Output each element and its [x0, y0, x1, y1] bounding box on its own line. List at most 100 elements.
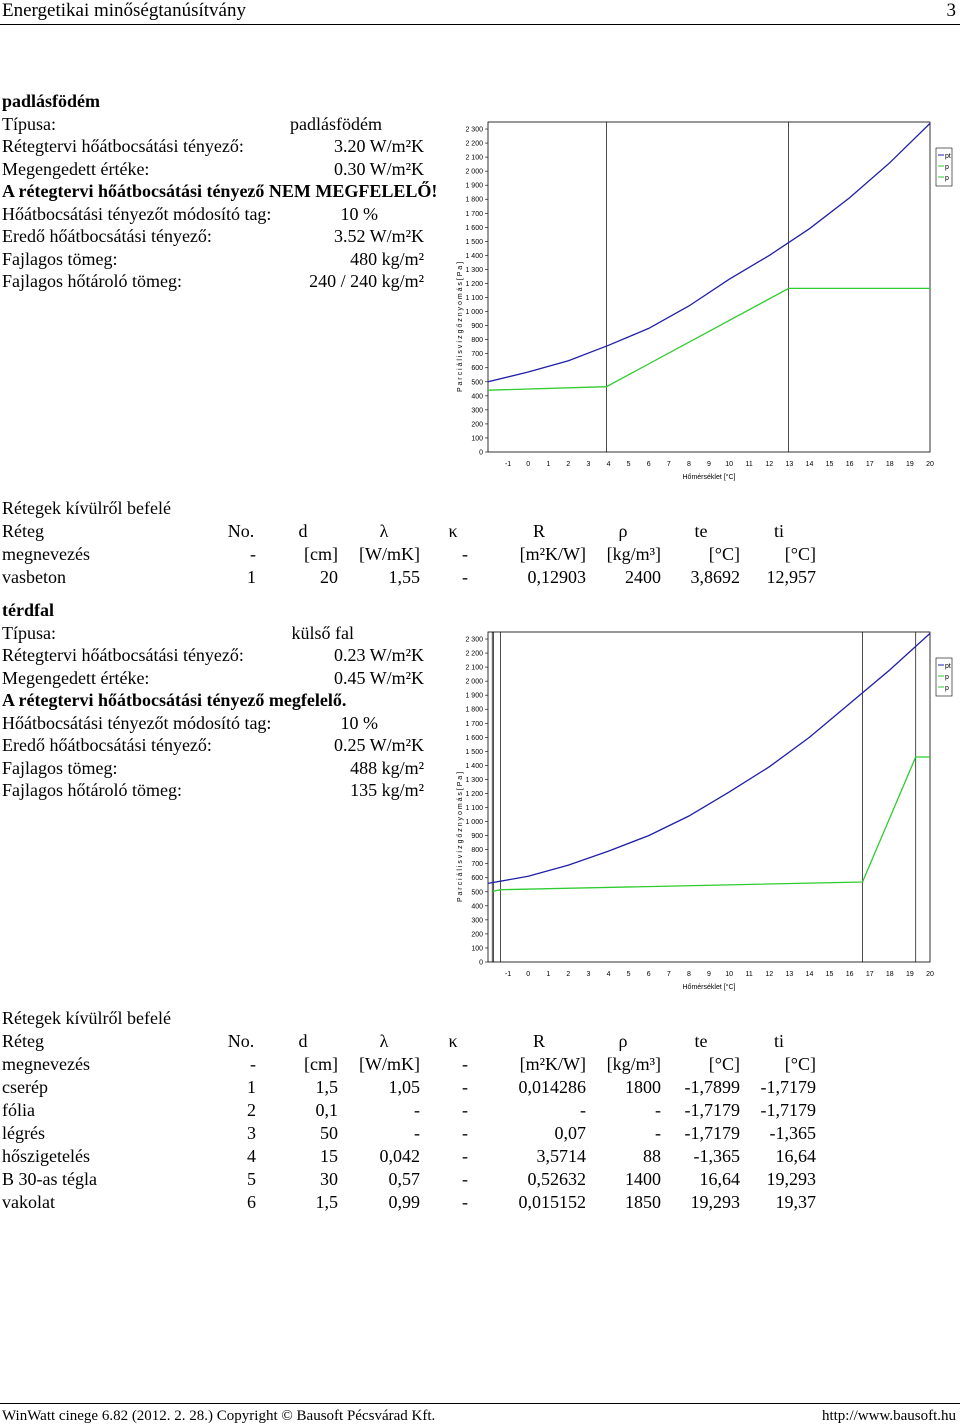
y-tick-label: 1 900	[465, 693, 483, 700]
legend-label: p	[945, 685, 949, 692]
y-tick-label: 400	[471, 903, 483, 910]
x-tick-label: 3	[587, 461, 591, 468]
y-tick-label: 1 400	[465, 763, 483, 770]
table-cell: -	[462, 1146, 468, 1166]
x-tick-label: -1	[505, 461, 511, 468]
verdict-text: A rétegtervi hőátbocsátási tényező megfe…	[2, 690, 347, 710]
y-axis-label: P a r c i á l i s v í z g ő z n y o m á …	[457, 262, 464, 392]
y-tick-label: 400	[471, 393, 483, 400]
table-cell: 1	[247, 1077, 256, 1097]
table-header-cell: Réteg	[2, 521, 44, 541]
x-tick-label: 20	[926, 461, 934, 468]
table-header-cell: [m²K/W]	[519, 544, 586, 564]
table-cell: 4	[247, 1146, 256, 1166]
y-tick-label: 1 500	[465, 749, 483, 756]
table-cell: -	[462, 1169, 468, 1189]
table-cell: 1400	[625, 1169, 661, 1189]
y-tick-label: 700	[471, 351, 483, 358]
x-tick-label: 11	[746, 971, 753, 978]
saturation-pressure-line	[487, 632, 931, 885]
y-tick-label: 1 300	[465, 267, 483, 274]
y-tick-label: 1 900	[465, 183, 483, 190]
x-tick-label: 8	[687, 971, 691, 978]
table-cell: -1,7179	[760, 1077, 817, 1097]
table-cell: 50	[320, 1123, 338, 1143]
property-value: 0.25 W/m²K	[333, 735, 424, 755]
property-value: 3.52 W/m²K	[333, 226, 424, 246]
table-header-cell: -	[250, 544, 256, 564]
property-value: 240 / 240 kg/m²	[309, 271, 424, 291]
y-tick-label: 0	[479, 450, 483, 457]
x-tick-label: 15	[826, 461, 834, 468]
table-cell: 1	[247, 567, 256, 587]
table-cell: -1,365	[693, 1146, 741, 1166]
y-tick-label: 200	[471, 421, 483, 428]
x-tick-label: 2	[566, 971, 570, 978]
x-tick-label: 6	[647, 971, 651, 978]
x-tick-label: 2	[566, 461, 570, 468]
y-tick-label: 500	[471, 379, 483, 386]
property-value: 10 %	[340, 712, 379, 733]
table-cell: -	[414, 1100, 420, 1120]
x-tick-label: 7	[667, 461, 671, 468]
legend-label: p	[945, 175, 949, 182]
table-header-cell: [cm]	[304, 544, 338, 564]
table-header-cell: Réteg	[2, 1031, 44, 1051]
x-tick-label: 5	[627, 461, 631, 468]
table-header-cell: κ	[448, 521, 458, 541]
table-header-cell: No.	[227, 521, 255, 541]
footer-url[interactable]: http://www.bausoft.hu	[821, 1408, 956, 1424]
partial-pressure-line	[487, 287, 930, 391]
y-tick-label: 100	[471, 945, 483, 952]
y-tick-label: 2 200	[465, 141, 483, 148]
y-tick-label: 2 300	[465, 127, 483, 134]
table-header-cell: [W/mK]	[359, 1054, 420, 1074]
table-header-cell: No.	[227, 1031, 255, 1051]
x-axis-label: Hőmérséklet [°C]	[683, 473, 736, 481]
y-tick-label: 2 200	[465, 651, 483, 658]
x-tick-label: 18	[886, 971, 894, 978]
property-value: 0.30 W/m²K	[333, 158, 424, 179]
table-header-cell: λ	[379, 1031, 389, 1051]
table-header-cell: megnevezés	[2, 544, 90, 564]
x-tick-label: 0	[526, 461, 530, 468]
table-cell: -	[462, 1123, 468, 1143]
property-label: Fajlagos hőtároló tömeg:	[2, 780, 182, 800]
section-heading: térdfal	[2, 600, 54, 620]
y-tick-label: 2 300	[465, 637, 483, 644]
table-cell: -1,7179	[760, 1100, 817, 1120]
page-number: 3	[946, 0, 957, 21]
legend-label: pt	[945, 153, 951, 160]
y-tick-label: 300	[471, 407, 483, 414]
x-tick-label: -1	[505, 971, 511, 978]
footer-copyright: WinWatt cinege 6.82 (2012. 2. 28.) Copyr…	[2, 1408, 436, 1424]
x-tick-label: 1	[546, 971, 550, 978]
y-tick-label: 2 000	[465, 169, 483, 176]
property-label: Fajlagos tömeg:	[2, 248, 118, 269]
x-tick-label: 4	[607, 971, 611, 978]
y-tick-label: 300	[471, 917, 483, 924]
property-label: Rétegtervi hőátbocsátási tényező:	[2, 136, 244, 156]
table-cell: -1,7179	[684, 1100, 741, 1120]
y-tick-label: 1 700	[465, 721, 483, 728]
section-heading: padlásfödém	[2, 91, 101, 111]
header-rule	[0, 24, 960, 25]
table-cell: 12,957	[766, 567, 817, 587]
table-header-cell: te	[694, 1031, 708, 1051]
table-cell: 2400	[625, 567, 661, 587]
x-tick-label: 10	[725, 971, 733, 978]
table-cell: 1,5	[315, 1077, 339, 1097]
property-value: 0.23 W/m²K	[333, 645, 424, 665]
legend-label: p	[945, 164, 949, 171]
x-tick-label: 13	[785, 461, 793, 468]
y-tick-label: 800	[471, 847, 483, 854]
table-header-cell: R	[532, 1031, 545, 1051]
table-cell: 3,8692	[690, 567, 741, 587]
property-label: Megengedett értéke:	[2, 667, 150, 688]
x-tick-label: 15	[826, 971, 834, 978]
x-tick-label: 9	[707, 461, 711, 468]
x-tick-label: 1	[546, 461, 550, 468]
table-header-cell: -	[462, 544, 468, 564]
y-tick-label: 2 100	[465, 155, 483, 162]
layers-title: Rétegek kívülről befelé	[2, 498, 171, 518]
